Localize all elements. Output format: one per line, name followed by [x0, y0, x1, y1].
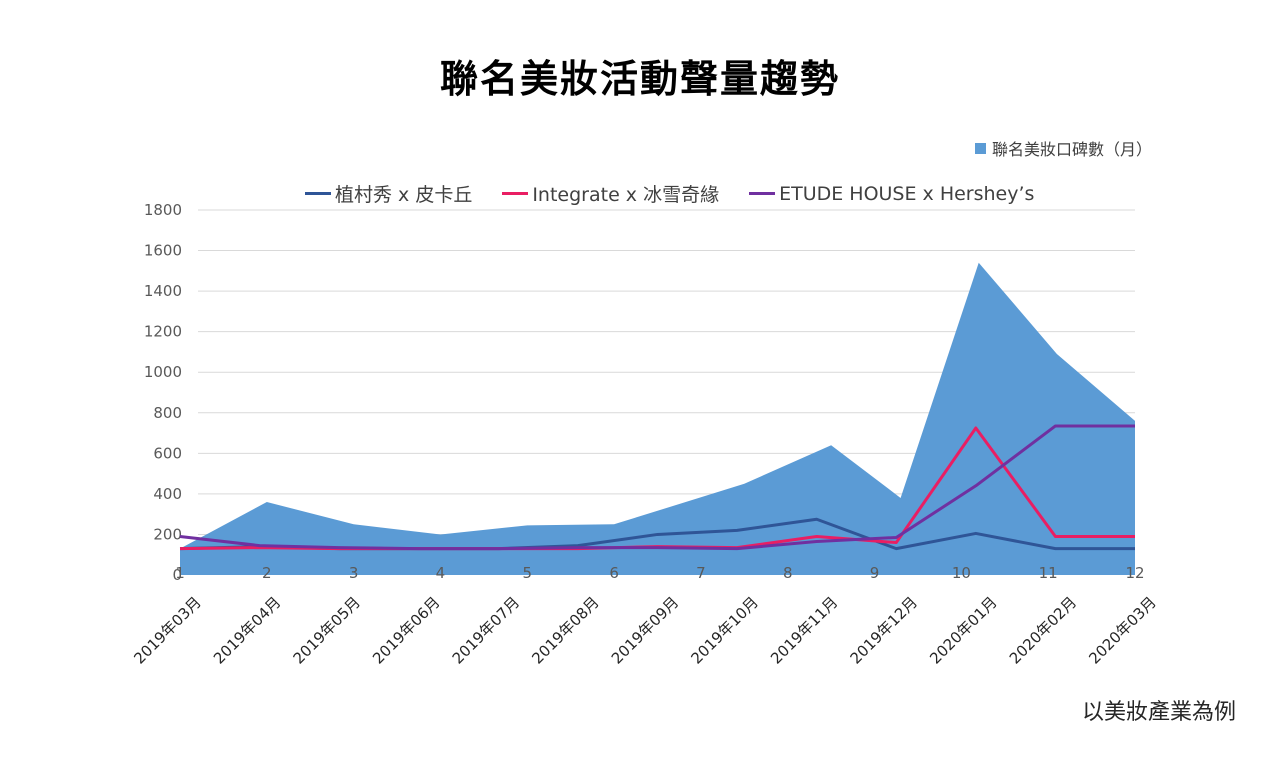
x2-tick-label-5: 5	[522, 564, 532, 582]
y-tick-label-0: 0	[172, 566, 182, 584]
x-tick-label-10: 2019年12月	[847, 593, 921, 667]
chart-title: 聯名美妝活動聲量趨勢	[439, 57, 840, 101]
footnote: 以美妝產業為例	[1081, 700, 1236, 725]
legend-line-series-1	[305, 192, 331, 195]
y-tick-label-1000: 1000	[144, 363, 182, 381]
x-tick-label-6: 2019年08月	[528, 593, 602, 667]
area-legend-swatch	[974, 142, 986, 154]
x2-tick-label-4: 4	[436, 564, 446, 582]
x-tick-label-8: 2019年10月	[687, 593, 761, 667]
x2-tick-label-8: 8	[783, 564, 793, 582]
legend-label-series-1: 植村秀 x 皮卡丘	[335, 184, 473, 206]
x2-tick-label-1: 1	[175, 564, 185, 582]
y-tick-label-400: 400	[153, 485, 182, 503]
y-tick-label-1400: 1400	[144, 282, 182, 300]
legend-item-series-2: Integrate x 冰雪奇緣	[502, 180, 719, 207]
legend-item-series-3: ETUDE HOUSE x Hershey’s	[749, 183, 1034, 205]
y-tick-label-1800: 1800	[144, 201, 182, 219]
legend-line-series-2	[502, 192, 529, 195]
x2-tick-label-3: 3	[349, 564, 359, 582]
legend-label-series-3: ETUDE HOUSE x Hershey’s	[779, 182, 1035, 205]
legend-line-series-3	[749, 192, 776, 195]
line-series-3	[179, 424, 1135, 551]
legend-item-series-1: 植村秀 x 皮卡丘	[305, 180, 472, 207]
y-tick-label-1600: 1600	[144, 242, 182, 260]
x-tick-label-4: 2019年06月	[369, 593, 443, 667]
area-legend: 聯名美妝口碑數（月）	[974, 136, 1152, 160]
x2-tick-label-10: 10	[952, 564, 971, 582]
x2-tick-label-6: 6	[609, 564, 619, 582]
x2-tick-label-12: 12	[1125, 564, 1144, 582]
x-tick-label-13: 2020年03月	[1085, 593, 1159, 667]
x2-tick-label-2: 2	[262, 564, 272, 582]
x-tick-label-12: 2020年02月	[1006, 593, 1080, 667]
x2-tick-label-7: 7	[696, 564, 706, 582]
y-tick-label-600: 600	[153, 444, 182, 462]
line-legend: 植村秀 x 皮卡丘 Integrate x 冰雪奇緣 ETUDE HOUSE x…	[305, 180, 1064, 207]
x-tick-label-2: 2019年04月	[210, 593, 284, 667]
y-tick-label-200: 200	[153, 525, 182, 543]
x2-tick-label-9: 9	[870, 564, 880, 582]
x-tick-label-7: 2019年09月	[608, 593, 682, 667]
area-series	[180, 262, 1135, 575]
legend-label-series-2: Integrate x 冰雪奇緣	[532, 184, 720, 206]
x-tick-label-9: 2019年11月	[767, 593, 841, 667]
x2-tick-label-11: 11	[1039, 564, 1058, 582]
x-tick-label-5: 2019年07月	[449, 593, 523, 667]
area-legend-label: 聯名美妝口碑數（月）	[991, 140, 1152, 159]
y-tick-label-800: 800	[153, 404, 182, 422]
x-tick-label-11: 2020年01月	[926, 593, 1000, 667]
x-tick-label-1: 2019年03月	[130, 593, 204, 667]
y-tick-label-1200: 1200	[144, 323, 182, 341]
x-tick-label-3: 2019年05月	[290, 593, 364, 667]
